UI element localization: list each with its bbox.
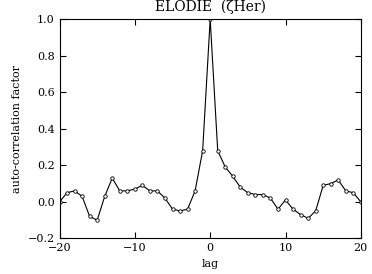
Title: ELODIE  (ζHer): ELODIE (ζHer): [155, 0, 266, 14]
X-axis label: lag: lag: [202, 259, 219, 269]
Y-axis label: auto-correlation factor: auto-correlation factor: [12, 65, 22, 193]
